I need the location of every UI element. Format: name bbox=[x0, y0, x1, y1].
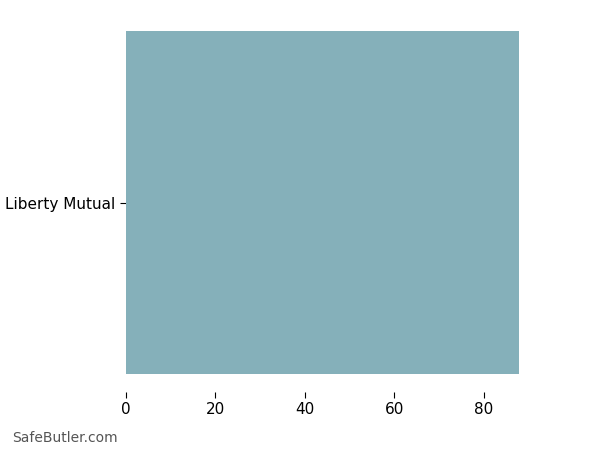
Text: SafeButler.com: SafeButler.com bbox=[12, 432, 118, 446]
Bar bbox=[126, 31, 520, 374]
